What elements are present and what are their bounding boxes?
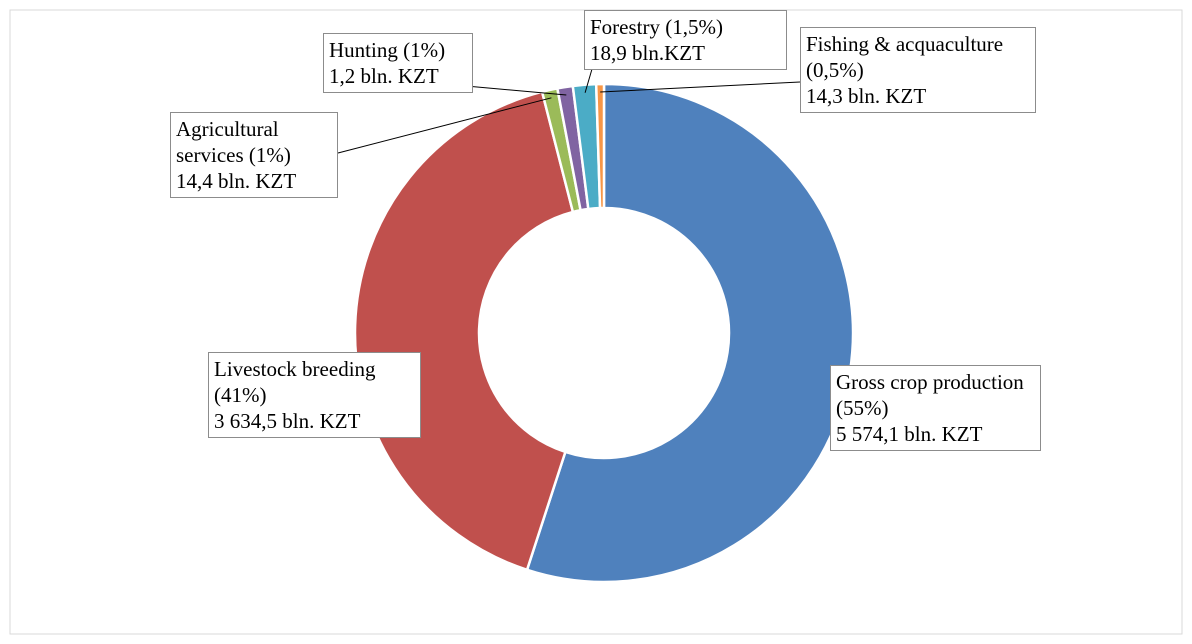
percent-label: (41%) [214,383,267,407]
donut-slice [525,82,855,584]
amount-label: 14,3 bln. KZT [806,84,927,108]
category-name: Livestock breeding [214,357,376,381]
amount-label: 14,4 bln. KZT [176,169,297,193]
donut-slice [594,82,606,210]
category-name: Fishing & acquaculture [806,32,1004,56]
leader-line [337,97,552,154]
data-label: Hunting (1%) 1,2 bln. KZT [323,33,473,93]
data-label: Agricultural services (1%) 14,4 bln. KZT [170,112,338,198]
data-label: Gross crop production (55%) 5 574,1 bln. … [830,365,1041,451]
leader-line [584,68,593,93]
amount-label: 3 634,5 bln. KZT [214,409,361,433]
data-label: Fishing & acquaculture (0,5%) 14,3 bln. K… [800,27,1036,113]
percent-label: (55%) [836,396,889,420]
percent-label: (1,5%) [665,15,723,39]
percent-label: (1%) [403,38,446,62]
data-label: Livestock breeding (41%) 3 634,5 bln. KZT [208,352,421,438]
category-name: Forestry [590,15,660,39]
leader-line [465,85,567,96]
category-name: Agricultural services [176,117,279,167]
percent-label: (1%) [248,143,291,167]
category-name: Hunting [329,38,398,62]
category-name: Gross crop production [836,370,1024,394]
percent-label: (0,5%) [806,58,864,82]
amount-label: 18,9 bln.KZT [590,41,705,65]
data-label: Forestry (1,5%) 18,9 bln.KZT [584,10,787,70]
amount-label: 5 574,1 bln. KZT [836,422,983,446]
leader-line [600,81,801,93]
amount-label: 1,2 bln. KZT [329,64,439,88]
